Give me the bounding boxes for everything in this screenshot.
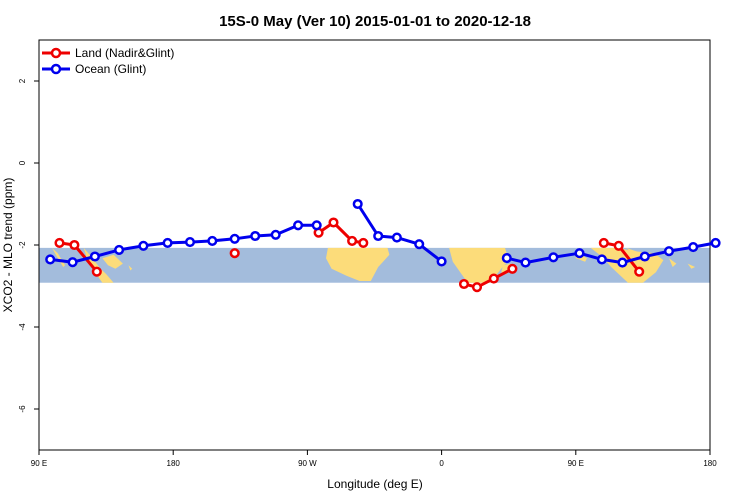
- legend-label-land: Land (Nadir&Glint): [75, 46, 174, 60]
- x-tick-label: 90 E: [568, 459, 584, 468]
- x-tick-label: 90 E: [31, 459, 47, 468]
- data-point: [613, 240, 624, 251]
- data-point: [458, 278, 470, 290]
- x-tick-label: 180: [703, 459, 717, 468]
- land-mass: [128, 265, 133, 271]
- series-layer: [45, 198, 721, 293]
- data-point: [311, 220, 322, 231]
- y-tick-label: 0: [18, 160, 27, 165]
- series-line: [463, 267, 514, 289]
- data-point: [89, 251, 100, 262]
- data-point: [710, 237, 721, 248]
- data-point: [91, 266, 102, 277]
- x-axis-label: Longitude (deg E): [327, 477, 422, 491]
- x-tick-label: 180: [167, 459, 181, 468]
- data-point: [688, 242, 699, 253]
- data-point: [639, 251, 650, 262]
- legend-item-land: Land (Nadir&Glint): [42, 46, 174, 60]
- legend: Land (Nadir&Glint) Ocean (Glint): [42, 46, 174, 76]
- data-point: [250, 230, 261, 242]
- y-tick-label: -6: [18, 405, 27, 413]
- background-map-band: [39, 247, 710, 283]
- series-ocean: [45, 198, 721, 268]
- data-point: [507, 263, 518, 274]
- data-point: [69, 239, 80, 251]
- x-tick-label: 0: [439, 459, 444, 468]
- data-point: [270, 229, 281, 240]
- data-point: [520, 257, 531, 268]
- data-point: [114, 244, 125, 255]
- legend-marker-ocean: [50, 63, 62, 75]
- y-tick-label: 2: [18, 78, 27, 83]
- data-point: [373, 230, 384, 242]
- legend-label-ocean: Ocean (Glint): [75, 62, 146, 76]
- data-point: [617, 257, 628, 268]
- series-land: [54, 217, 645, 293]
- land-mass: [669, 258, 677, 267]
- y-axis: -6 -4 -2 0 2: [18, 78, 39, 413]
- land-mass: [326, 247, 390, 281]
- data-point: [548, 252, 559, 263]
- data-point: [414, 239, 425, 250]
- data-point: [328, 217, 339, 228]
- x-tick-label: 90 W: [298, 459, 317, 468]
- data-point: [596, 254, 607, 265]
- data-point: [229, 248, 240, 259]
- series-line: [317, 221, 364, 245]
- land-mass: [102, 254, 123, 269]
- y-axis-label: XCO2 - MLO trend (ppm): [1, 178, 15, 313]
- data-point: [471, 282, 483, 293]
- data-point: [598, 237, 609, 248]
- data-point: [138, 240, 149, 251]
- data-point: [45, 254, 56, 265]
- data-point: [488, 273, 499, 284]
- y-tick-label: -2: [18, 241, 27, 249]
- data-point: [229, 233, 240, 244]
- data-point: [293, 220, 304, 231]
- series-line: [506, 241, 716, 265]
- data-point: [184, 237, 196, 248]
- land-mass: [687, 263, 696, 269]
- data-point: [67, 257, 78, 268]
- data-point: [436, 256, 447, 267]
- data-point: [634, 266, 645, 277]
- data-point: [347, 235, 358, 246]
- data-point: [501, 253, 512, 264]
- legend-marker-land: [50, 47, 62, 59]
- x-axis: 90 E 180 90 W 0 90 E 180: [31, 450, 717, 468]
- legend-item-ocean: Ocean (Glint): [42, 62, 146, 76]
- data-point: [358, 237, 369, 248]
- data-point: [663, 246, 675, 257]
- data-point: [54, 237, 65, 248]
- data-point: [207, 235, 218, 246]
- data-point: [574, 248, 585, 259]
- chart-title: 15S-0 May (Ver 10) 2015-01-01 to 2020-12…: [219, 13, 531, 30]
- data-point: [162, 237, 173, 248]
- y-tick-label: -4: [18, 323, 27, 331]
- data-point: [391, 232, 402, 243]
- data-point: [352, 198, 363, 210]
